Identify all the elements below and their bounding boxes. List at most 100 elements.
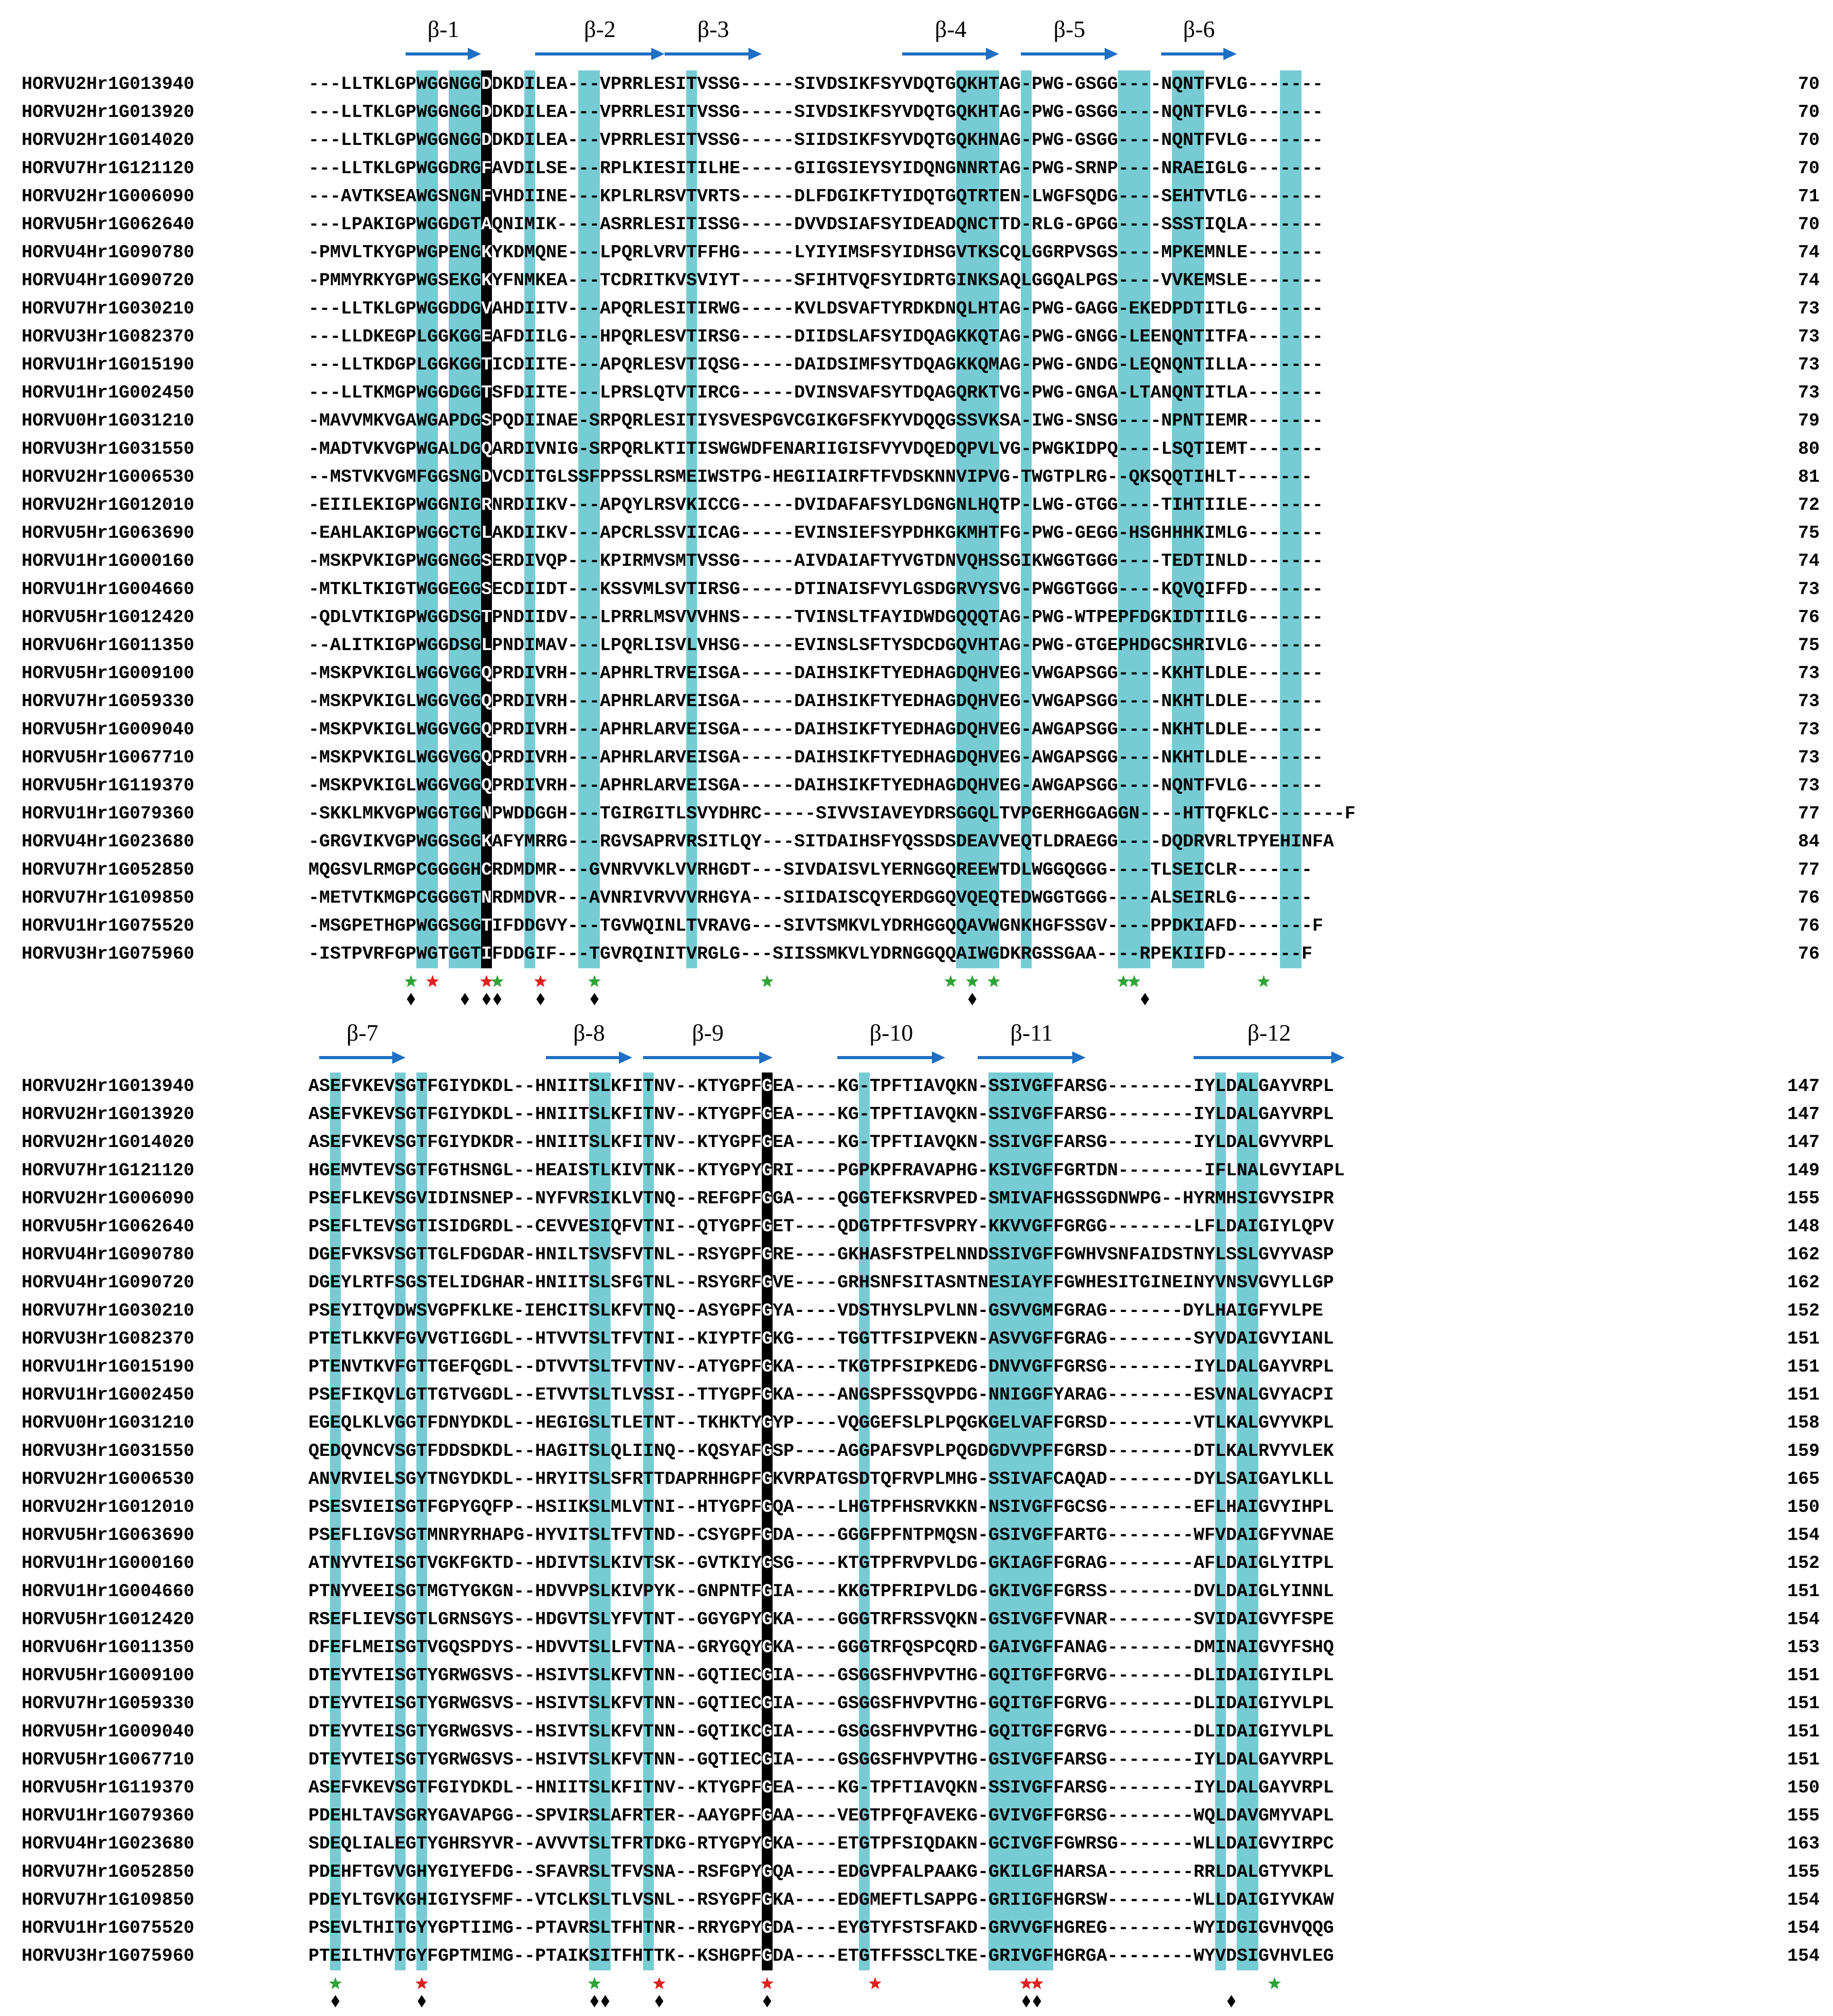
sequence-length: 152 xyxy=(1787,1553,1820,1574)
invariant-residue: G xyxy=(762,1357,773,1377)
invariant-residue: S xyxy=(481,579,492,600)
sequence-residues: ---LLTKLGPWGGDDGVAHDIITV---APQRLESITIRWG… xyxy=(308,299,1323,319)
sequence-length: 155 xyxy=(1787,1862,1820,1882)
diamond-marker xyxy=(763,1995,772,2008)
conserved-column xyxy=(1194,70,1204,969)
sequence-residues: -MTKLTKIGTWGGEGGSECDIIDT---KSSVMLSVTIRSG… xyxy=(308,579,1323,600)
sequence-length: 155 xyxy=(1787,1806,1820,1826)
invariant-residue: G xyxy=(762,1890,773,1910)
diamond-marker xyxy=(417,1995,426,2008)
conserved-column xyxy=(1215,1072,1226,1971)
sequence-length: 158 xyxy=(1787,1413,1820,1433)
invariant-residue: G xyxy=(762,1609,773,1630)
beta-strand-arrow xyxy=(1161,48,1237,60)
sequence-row: HORVU5Hr1G012420 -QDLVTKIGPWGGDSGTPNDIIDV… xyxy=(22,607,1820,627)
sequence-name: HORVU7Hr1G109850 xyxy=(22,887,194,908)
sequence-row: HORVU3Hr1G031550 QEDQVNCVSGTFDDSDKDL--HAG… xyxy=(22,1441,1820,1462)
sequence-length: 149 xyxy=(1787,1160,1820,1181)
sequence-length: 77 xyxy=(1798,860,1820,880)
sequence-residues: -SKKLMKVGPWGGTGGNPWDDGGH---TGIRGITLSVYDH… xyxy=(308,804,1355,824)
sequence-residues: RSEFLIEVSGTLGRNSGYS--HDGVTSLYFVTNT--GGYG… xyxy=(308,1609,1334,1630)
sequence-name: HORVU5Hr1G012420 xyxy=(22,1609,194,1630)
red-star-marker xyxy=(426,975,439,987)
invariant-residue: G xyxy=(762,1778,773,1798)
sequence-residues: ---LLTKLGPWGGNGGDDKDILEA---VPRRLESITVSSG… xyxy=(308,130,1323,151)
sequence-row: HORVU5Hr1G067710 -MSKPVKIGLWGGVGGQPRDIVRH… xyxy=(22,747,1820,768)
green-star-marker xyxy=(944,975,957,987)
sequence-residues: -QDLVTKIGPWGGDSGTPNDIIDV---LPRRLMSVVVHNS… xyxy=(308,607,1323,627)
invariant-residue: G xyxy=(762,1666,773,1686)
sequence-residues: DTEYVTEISGTYGRWGSVS--HSIVTSLKFVTNN--GQTI… xyxy=(308,1722,1334,1742)
conserved-column xyxy=(589,1072,600,1971)
sequence-residues: PDEHFTGVVGHYGIYEFDG--SFAVRSLTFVSNA--RSFG… xyxy=(308,1862,1334,1882)
beta-strand-arrow xyxy=(1194,1051,1345,1064)
invariant-residue: D xyxy=(481,467,492,487)
invariant-residue: G xyxy=(762,1749,773,1770)
sequence-residues: -ISTPVRFGPWGTGGTIFDDGIF---TGVRQINITVRGLG… xyxy=(308,944,1312,965)
sequence-residues: DGEYLRTFSGSTELIDGHAR-HNIITSLSFGTNL--RSYG… xyxy=(308,1272,1334,1293)
sequence-name: HORVU7Hr1G059330 xyxy=(22,1693,194,1714)
red-star-marker xyxy=(480,975,493,987)
diamond-marker xyxy=(601,1995,610,2008)
sequence-residues: --MSTVKVGMFGGSNGDVCDITGLSSFPPSSLRSMEIWST… xyxy=(308,467,1312,487)
sequence-residues: -MSKPVKIGLWGGVGGQPRDIVRH---APHRLARVEISGA… xyxy=(308,747,1323,768)
sequence-residues: PSEYITQVDWSVGPFKLKE-IEHCITSLKFVTNQ--ASYG… xyxy=(308,1301,1323,1321)
sequence-length: 73 xyxy=(1798,326,1820,347)
invariant-column xyxy=(481,70,492,969)
invariant-residue: L xyxy=(481,635,492,656)
invariant-residue: G xyxy=(762,1385,773,1405)
sequence-length: 74 xyxy=(1798,551,1820,571)
invariant-residue: Q xyxy=(481,439,492,459)
sequence-row: HORVU2Hr1G006090 ---AVTKSEAWGSNGNFVHDIINE… xyxy=(22,186,1820,207)
sequence-row: HORVU4Hr1G023680 SDEQLIALEGTYGHRSYVR--AVV… xyxy=(22,1834,1820,1854)
conserved-column xyxy=(1118,70,1129,969)
sequence-length: 73 xyxy=(1798,355,1820,375)
beta-strand-arrow xyxy=(406,48,481,60)
conserved-column xyxy=(470,70,481,969)
diamond-marker xyxy=(331,1995,340,2008)
beta-strand-label: β-3 xyxy=(698,16,729,42)
sequence-residues: PTNYVEEISGTMGTYGKGN--HDVVPSLKIVPYK--GNPN… xyxy=(308,1581,1334,1602)
sequence-residues: PSEFLTEVSGTISIDGRDL--CEVVESIQFVTNI--QTYG… xyxy=(308,1216,1334,1237)
sequence-residues: -MADTVKVGPWGALDGQARDIVNIG-SRPQRLKTITISWG… xyxy=(308,439,1323,459)
green-star-marker xyxy=(1268,1977,1281,1989)
sequence-residues: ---LLTKMGPWGGDGGTSFDIITE---LPRSLQTVTIRCG… xyxy=(308,383,1323,403)
conserved-column xyxy=(686,70,697,969)
invariant-residue: Q xyxy=(481,775,492,796)
sequence-length: 154 xyxy=(1787,1525,1820,1546)
beta-strand-arrow xyxy=(319,1051,406,1064)
sequence-row: HORVU7Hr1G030210 PSEYITQVDWSVGPFKLKE-IEHC… xyxy=(22,1301,1820,1321)
beta-strand-arrow xyxy=(978,1051,1086,1064)
green-star-marker xyxy=(1257,975,1270,987)
sequence-residues: HGEMVTEVSGTFGTHSNGL--HEAISTLKIVTNK--KTYG… xyxy=(308,1160,1345,1181)
invariant-residue: G xyxy=(762,1946,773,1967)
sequence-residues: -MAVVMKVGAWGAPDGSPQDIINAE-SRPQRLESITIYSV… xyxy=(308,411,1323,431)
invariant-residue: G xyxy=(762,1301,773,1321)
sequence-residues: ASEFVKEVSGTFGIYDKDR--HNIITSLKFITNV--KTYG… xyxy=(308,1132,1334,1153)
sequence-row: HORVU6Hr1G011350 DFEFLMEISGTVGQSPDYS--HDV… xyxy=(22,1637,1820,1658)
invariant-residue: G xyxy=(762,1581,773,1602)
beta-strand-label: β-9 xyxy=(692,1020,724,1046)
sequence-length: 151 xyxy=(1787,1385,1820,1405)
sequence-residues: -METVTKMGPCGGGGTNRDMDVR---AVNRIVRVVVRHGY… xyxy=(308,887,1312,908)
green-star-marker xyxy=(1128,975,1141,987)
sequence-residues: PTEILTHVTGYFGPTMIMG--PTAIKSITFHTTK--KSHG… xyxy=(308,1946,1334,1967)
sequence-row: HORVU5Hr1G012420 RSEFLIEVSGTLGRNSGYS--HDG… xyxy=(22,1609,1820,1630)
sequence-row: HORVU4Hr1G090720 -PMMYRKYGPWGSEKGKYFNMKEA… xyxy=(22,270,1820,291)
sequence-name: HORVU0Hr1G031210 xyxy=(22,1413,194,1433)
sequence-length: 77 xyxy=(1798,804,1820,824)
invariant-residue: G xyxy=(762,1160,773,1181)
sequence-row: HORVU5Hr1G062640 PSEFLTEVSGTISIDGRDL--CEV… xyxy=(22,1216,1820,1237)
sequence-name: HORVU5Hr1G067710 xyxy=(22,1749,194,1770)
beta-strand-arrow xyxy=(546,1051,632,1064)
sequence-residues: -GRGVIKVGPWGGSGGKAFYMRRG---RGVSAPRVRSITL… xyxy=(308,831,1334,852)
invariant-residue: Q xyxy=(481,747,492,768)
sequence-row: HORVU2Hr1G006530 ANVRVIELSGYTNGYDKDL--HRY… xyxy=(22,1469,1820,1489)
sequence-residues: ---LPAKIGPWGGDGTAQNIMIK----ASRRLESITISSG… xyxy=(308,214,1323,235)
beta-strand-label: β-11 xyxy=(1010,1020,1053,1046)
conserved-column xyxy=(589,70,600,969)
sequence-name: HORVU7Hr1G052850 xyxy=(22,1862,194,1882)
sequence-name: HORVU2Hr1G013940 xyxy=(22,74,194,95)
sequence-length: 163 xyxy=(1787,1834,1820,1854)
conserved-column xyxy=(449,70,460,969)
